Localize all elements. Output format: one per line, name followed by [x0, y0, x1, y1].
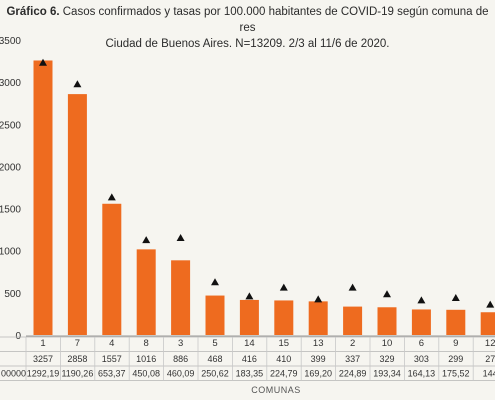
bar: [171, 260, 191, 335]
bar: [446, 309, 466, 335]
rate-marker: [39, 58, 47, 66]
y-tick-label: 2500: [0, 120, 21, 131]
table-cell: 144: [483, 369, 495, 379]
rate-marker: [73, 80, 82, 88]
table-cell: 224,79: [270, 369, 298, 379]
table-row-label: 00000: [1, 369, 26, 379]
rate-marker: [417, 296, 426, 304]
table-cell: 27: [485, 354, 495, 364]
y-tick-label: 0: [15, 331, 21, 342]
table-cell: 329: [379, 354, 394, 364]
table-cell: 460,09: [167, 369, 195, 379]
x-tick-label: 12: [485, 338, 495, 349]
table-cell: 886: [173, 354, 188, 364]
table-cell: 399: [311, 354, 326, 364]
x-tick-label: 3: [178, 338, 183, 349]
table-cell: 1190,26: [61, 369, 93, 379]
y-tick-label: 500: [4, 289, 21, 300]
y-tick-label: 1000: [0, 247, 21, 258]
bar: [274, 300, 294, 335]
bar: [205, 295, 225, 335]
bar: [33, 60, 53, 335]
x-tick-label: 1: [40, 338, 45, 349]
table-cell: 183,35: [236, 369, 264, 379]
x-tick-label: 14: [244, 338, 255, 349]
bar: [67, 94, 87, 336]
x-tick-label: 15: [279, 338, 290, 349]
table-cell: 653,37: [98, 369, 126, 379]
table-cell: 303: [414, 354, 429, 364]
table-cell: 1292,19: [27, 369, 60, 379]
bar: [480, 312, 495, 335]
y-tick-label: 3000: [0, 78, 21, 89]
rate-marker: [348, 283, 357, 291]
chart-title: Gráfico 6. Casos confirmados y tasas por…: [0, 4, 495, 52]
bar: [308, 301, 328, 335]
rate-marker: [383, 290, 391, 298]
bar: [102, 203, 122, 335]
x-tick-label: 8: [144, 338, 149, 349]
x-tick-label: 4: [109, 338, 114, 349]
table-cell: 164,13: [408, 369, 436, 379]
table-cell: 468: [207, 354, 222, 364]
table-cell: 410: [276, 354, 291, 364]
rate-marker: [451, 294, 460, 302]
rate-marker: [176, 234, 185, 242]
table-cell: 224,89: [339, 369, 367, 379]
y-tick-label: 1500: [0, 205, 21, 216]
table-cell: 1016: [136, 354, 156, 364]
title-line2: Ciudad de Buenos Aires. N=13209. 2/3 al …: [105, 38, 390, 50]
bar: [377, 307, 397, 335]
x-tick-label: 5: [212, 338, 217, 349]
rate-marker: [486, 300, 495, 308]
table-cell: 193,34: [373, 369, 401, 379]
x-tick-label: 10: [382, 338, 393, 349]
y-tick-label: 3500: [0, 36, 21, 47]
table-cell: 3257: [33, 354, 53, 364]
x-tick-label: 13: [313, 338, 324, 349]
table-cell: 169,20: [304, 369, 332, 379]
rate-marker: [279, 283, 288, 291]
table-cell: 1557: [102, 354, 122, 364]
table-cell: 2858: [67, 354, 87, 364]
x-axis-title: COMUNAS: [251, 385, 301, 395]
rate-marker: [314, 295, 323, 303]
table-cell: 337: [345, 354, 360, 364]
table-cell: 175,52: [442, 369, 470, 379]
rate-marker: [211, 278, 219, 286]
title-prefix: Gráfico 6.: [6, 6, 60, 18]
x-tick-label: 7: [75, 338, 80, 349]
rate-marker: [107, 193, 116, 201]
x-tick-label: 6: [419, 338, 424, 349]
table-cell: 299: [448, 354, 463, 364]
bar: [239, 299, 259, 335]
rate-marker: [245, 292, 254, 300]
x-tick-label: 9: [453, 338, 458, 349]
table-cell: 450,08: [132, 369, 160, 379]
y-tick-label: 2000: [0, 162, 21, 173]
bar: [343, 306, 363, 335]
rate-marker: [142, 236, 151, 244]
x-tick-label: 2: [350, 338, 355, 349]
bar: [411, 309, 431, 335]
table-cell: 250,62: [201, 369, 229, 379]
title-line1: Casos confirmados y tasas por 100.000 ha…: [62, 6, 489, 34]
bar: [136, 249, 156, 335]
table-cell: 416: [242, 354, 257, 364]
